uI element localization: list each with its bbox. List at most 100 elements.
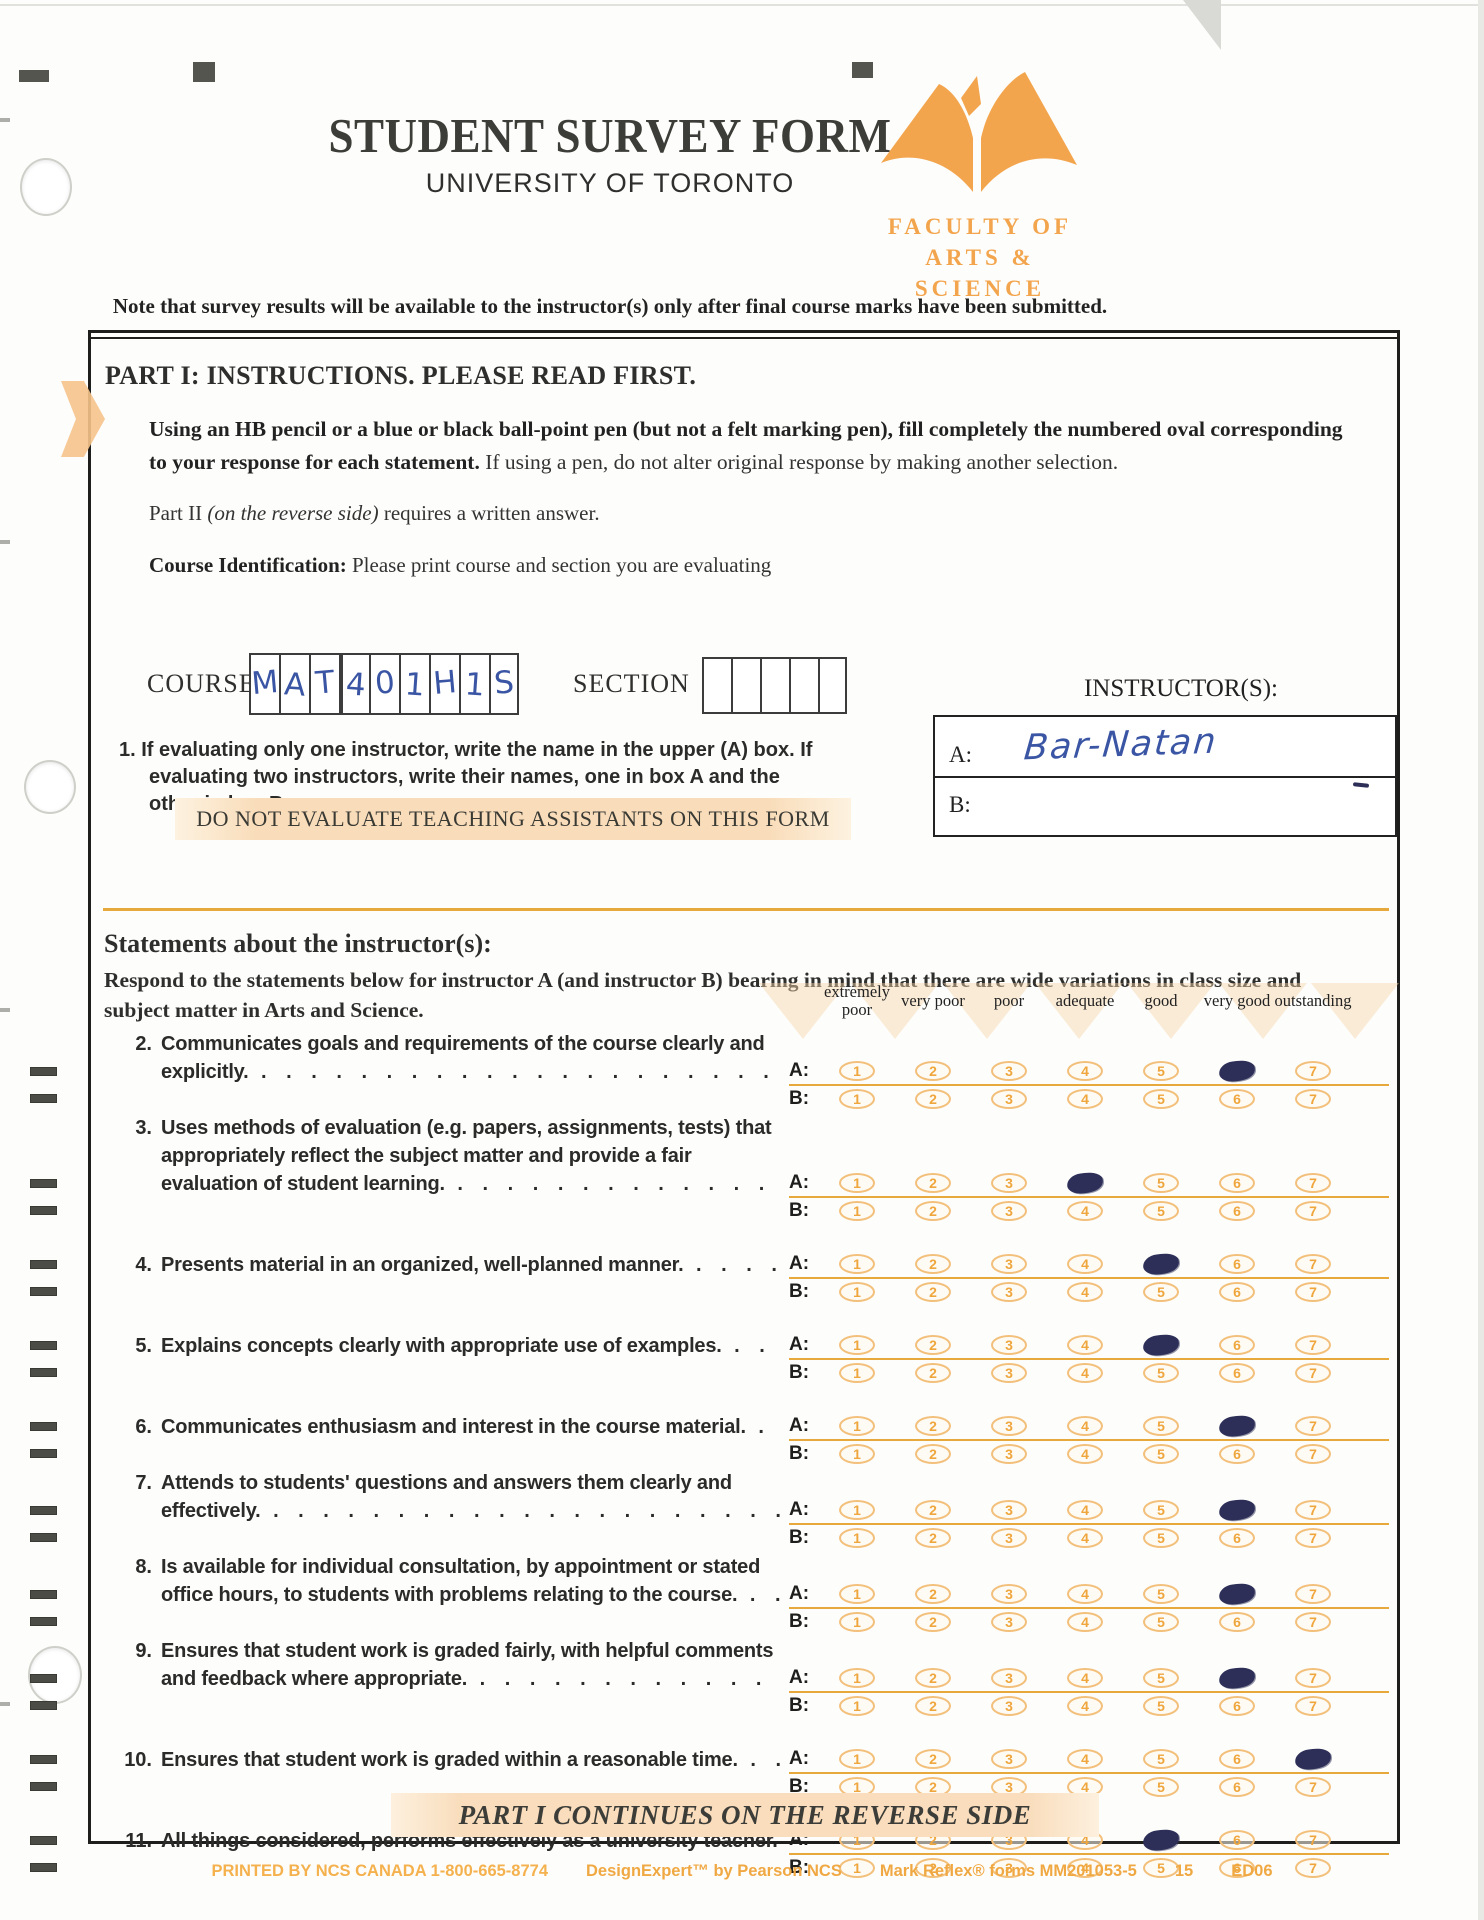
response-oval[interactable]: 5 [1143,1061,1179,1082]
response-oval[interactable]: 2 [915,1416,951,1437]
response-oval[interactable]: 1 [839,1668,875,1689]
response-oval[interactable]: 6 [1219,1443,1255,1464]
filled-oval[interactable]: 5 [1141,1828,1181,1853]
response-oval[interactable]: 3 [991,1416,1027,1437]
response-oval[interactable]: 2 [915,1173,951,1194]
filled-oval[interactable]: 5 [1141,1333,1181,1358]
response-oval[interactable]: 5 [1143,1584,1179,1605]
response-oval[interactable]: 4 [1067,1200,1103,1221]
response-oval[interactable]: 5 [1143,1362,1179,1383]
response-oval[interactable]: 3 [991,1088,1027,1109]
response-oval[interactable]: 4 [1067,1611,1103,1632]
response-oval[interactable]: 7 [1295,1362,1331,1383]
response-oval[interactable]: 2 [915,1584,951,1605]
response-oval[interactable]: 4 [1067,1443,1103,1464]
instructor-b-field[interactable]: B: [935,778,1395,838]
response-oval[interactable]: 1 [839,1335,875,1356]
response-oval[interactable]: 7 [1295,1527,1331,1548]
response-oval[interactable]: 2 [915,1611,951,1632]
response-oval[interactable]: 7 [1295,1776,1331,1797]
response-oval[interactable]: 4 [1067,1857,1103,1878]
response-oval[interactable]: 6 [1219,1281,1255,1302]
response-oval[interactable]: 7 [1295,1695,1331,1716]
response-oval[interactable]: 4 [1067,1061,1103,1082]
response-oval[interactable]: 6 [1219,1362,1255,1383]
response-oval[interactable]: 5 [1143,1857,1179,1878]
response-oval[interactable]: 1 [839,1695,875,1716]
response-oval[interactable]: 4 [1067,1416,1103,1437]
response-oval[interactable]: 4 [1067,1695,1103,1716]
response-oval[interactable]: 6 [1219,1749,1255,1770]
response-oval[interactable]: 4 [1067,1500,1103,1521]
course-cell[interactable]: 4 [339,653,369,715]
course-cell[interactable]: S [489,653,519,715]
instructor-a-field[interactable]: A: Bar-Natan [935,717,1395,778]
course-cell[interactable]: M [249,653,280,715]
response-oval[interactable]: 3 [991,1335,1027,1356]
response-oval[interactable]: 5 [1143,1749,1179,1770]
response-oval[interactable]: 4 [1067,1088,1103,1109]
response-oval[interactable]: 6 [1219,1254,1255,1275]
response-oval[interactable]: 2 [915,1362,951,1383]
response-oval[interactable]: 7 [1295,1200,1331,1221]
section-cell[interactable] [789,657,818,714]
response-oval[interactable]: 5 [1143,1668,1179,1689]
response-oval[interactable]: 6 [1219,1200,1255,1221]
response-oval[interactable]: 7 [1295,1416,1331,1437]
response-oval[interactable]: 2 [915,1088,951,1109]
response-oval[interactable]: 2 [915,1749,951,1770]
response-oval[interactable]: 3 [991,1281,1027,1302]
response-oval[interactable]: 6 [1219,1173,1255,1194]
response-oval[interactable]: 2 [915,1335,951,1356]
response-oval[interactable]: 5 [1143,1500,1179,1521]
filled-oval[interactable]: 6 [1217,1582,1257,1607]
response-oval[interactable]: 1 [839,1254,875,1275]
response-oval[interactable]: 1 [839,1443,875,1464]
response-oval[interactable]: 1 [839,1749,875,1770]
response-oval[interactable]: 7 [1295,1061,1331,1082]
filled-oval[interactable]: 6 [1217,1666,1257,1691]
response-oval[interactable]: 4 [1067,1335,1103,1356]
response-oval[interactable]: 6 [1219,1088,1255,1109]
section-cell[interactable] [702,657,731,714]
response-oval[interactable]: 6 [1219,1335,1255,1356]
response-oval[interactable]: 3 [991,1584,1027,1605]
response-oval[interactable]: 5 [1143,1200,1179,1221]
response-oval[interactable]: 7 [1295,1857,1331,1878]
response-oval[interactable]: 6 [1219,1611,1255,1632]
response-oval[interactable]: 6 [1219,1776,1255,1797]
response-oval[interactable]: 1 [839,1200,875,1221]
response-oval[interactable]: 1 [839,1281,875,1302]
response-oval[interactable]: 5 [1143,1776,1179,1797]
response-oval[interactable]: 2 [915,1857,951,1878]
response-oval[interactable]: 5 [1143,1416,1179,1437]
filled-oval[interactable]: 6 [1217,1059,1257,1084]
response-oval[interactable]: 2 [915,1061,951,1082]
response-oval[interactable]: 2 [915,1500,951,1521]
response-oval[interactable]: 2 [915,1527,951,1548]
response-oval[interactable]: 1 [839,1527,875,1548]
response-oval[interactable]: 2 [915,1200,951,1221]
filled-oval[interactable]: 6 [1217,1498,1257,1523]
response-oval[interactable]: 1 [839,1584,875,1605]
response-oval[interactable]: 7 [1295,1611,1331,1632]
response-oval[interactable]: 7 [1295,1281,1331,1302]
response-oval[interactable]: 6 [1219,1527,1255,1548]
response-oval[interactable]: 5 [1143,1281,1179,1302]
response-oval[interactable]: 1 [839,1857,875,1878]
filled-oval[interactable]: 4 [1065,1171,1105,1196]
response-oval[interactable]: 4 [1067,1749,1103,1770]
response-oval[interactable]: 7 [1295,1443,1331,1464]
response-oval[interactable]: 2 [915,1254,951,1275]
filled-oval[interactable]: 6 [1217,1414,1257,1439]
response-oval[interactable]: 1 [839,1416,875,1437]
response-oval[interactable]: 1 [839,1611,875,1632]
course-cell[interactable]: A [279,653,309,715]
response-oval[interactable]: 4 [1067,1584,1103,1605]
response-oval[interactable]: 3 [991,1443,1027,1464]
response-oval[interactable]: 3 [991,1695,1027,1716]
course-cell[interactable]: H [429,653,459,715]
course-cell[interactable]: 1 [399,653,429,715]
section-cell[interactable] [818,657,847,714]
response-oval[interactable]: 6 [1219,1830,1255,1851]
